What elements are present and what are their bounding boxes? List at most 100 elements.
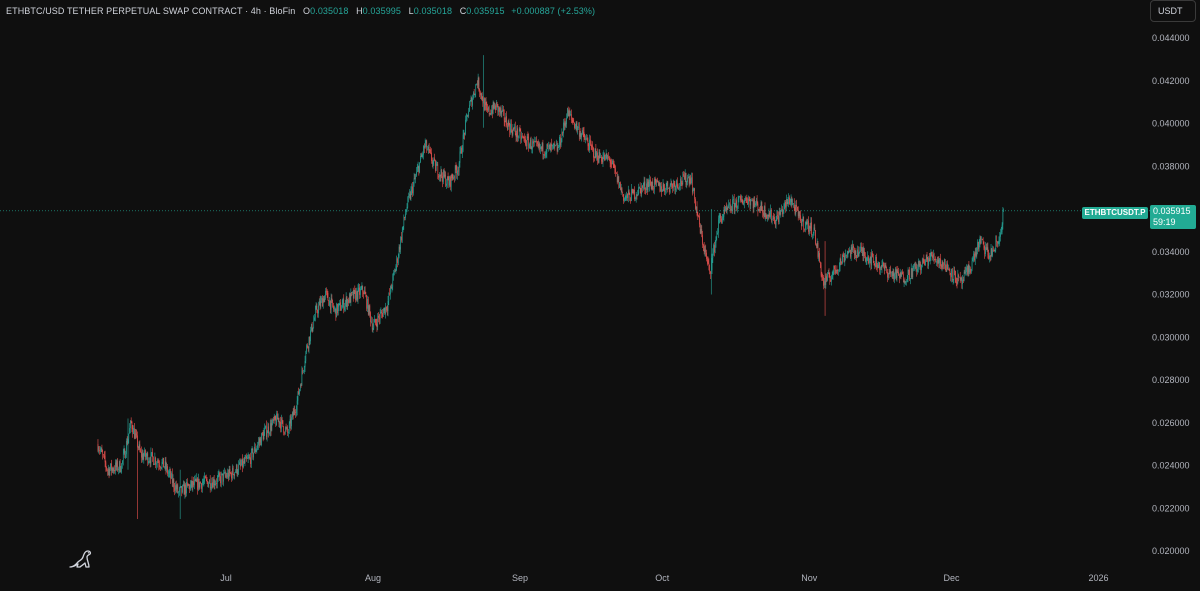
candle-body	[268, 426, 269, 434]
candle-body	[537, 141, 538, 144]
candle-body	[585, 138, 586, 140]
candle-body	[838, 266, 840, 270]
candle-body	[236, 465, 238, 475]
candle-body	[446, 176, 448, 184]
candle-body	[355, 290, 356, 301]
candle-body	[854, 247, 855, 255]
candle-body	[953, 270, 955, 280]
candle-body	[621, 188, 623, 193]
candle-body	[327, 292, 329, 301]
candle-body	[722, 216, 724, 218]
candle-body	[156, 463, 157, 465]
candle-body	[855, 250, 857, 256]
candle-body	[339, 302, 341, 304]
candle-body	[500, 108, 502, 114]
candles-layer	[97, 55, 1004, 519]
candle-body	[667, 181, 669, 189]
candle-body	[782, 208, 783, 215]
candle-body	[838, 269, 839, 271]
candle-body	[950, 273, 952, 278]
dinosaur-icon[interactable]	[68, 548, 94, 570]
candle-body	[969, 268, 970, 273]
candle-body	[566, 117, 567, 125]
candle-body	[633, 189, 635, 194]
candle-body	[227, 472, 228, 478]
candle-body	[336, 303, 337, 318]
candle-body	[760, 202, 762, 211]
candle-body	[400, 236, 401, 250]
candle-body	[704, 249, 706, 253]
candle-body	[673, 183, 674, 189]
candle-body	[727, 207, 729, 209]
candle-body	[975, 252, 977, 256]
candle-body	[371, 321, 372, 323]
candle-body	[740, 199, 742, 201]
candle-body	[930, 252, 932, 257]
candle-body	[740, 196, 741, 201]
candle-body	[928, 258, 929, 266]
candle-body	[391, 287, 393, 289]
candle-body	[577, 127, 578, 131]
candle-body	[299, 385, 301, 390]
candle-body	[505, 116, 507, 122]
candle-body	[522, 136, 523, 137]
candle-body	[154, 457, 156, 465]
candle-body	[470, 97, 472, 102]
candle-body	[386, 310, 388, 311]
candle-body	[333, 308, 335, 310]
candle-body	[107, 468, 109, 471]
candle-body	[209, 479, 210, 484]
candle-body	[267, 426, 269, 434]
symbol-title[interactable]: ETHBTC/USD TETHER PERPETUAL SWAP CONTRAC…	[6, 6, 296, 16]
candle-body	[616, 172, 618, 183]
candle-body	[108, 468, 110, 476]
candle-body	[895, 268, 897, 278]
candle-body	[367, 298, 368, 309]
candle-body	[775, 219, 777, 225]
candle-body	[861, 246, 862, 252]
candle-body	[796, 205, 797, 207]
candle-body	[608, 156, 609, 158]
candle-body	[450, 174, 452, 187]
candle-body	[345, 302, 346, 307]
candle-body	[879, 262, 880, 270]
close-label: C	[459, 6, 467, 16]
candle-body	[572, 120, 574, 123]
candle-body	[759, 210, 761, 211]
candle-body	[569, 110, 571, 115]
candle-body	[999, 236, 1001, 242]
candle-body	[137, 435, 138, 448]
candle-body	[918, 261, 919, 269]
candle-body	[176, 485, 178, 490]
candle-body	[906, 279, 908, 282]
candle-body	[443, 170, 445, 177]
candle-body	[397, 256, 399, 263]
candle-body	[540, 146, 541, 150]
candle-body	[685, 172, 687, 185]
candle-body	[331, 298, 333, 301]
candle-body	[252, 449, 254, 458]
candle-body	[653, 188, 654, 190]
candle-body	[755, 203, 756, 206]
candle-body	[995, 240, 997, 251]
candle-body	[887, 271, 888, 278]
candle-body	[869, 260, 870, 264]
candle-body	[324, 295, 326, 302]
candle-body	[193, 481, 194, 486]
candle-body	[329, 300, 330, 306]
currency-button[interactable]: USDT	[1150, 0, 1196, 22]
candle-body	[459, 151, 461, 163]
candle-body	[956, 282, 958, 284]
candle-body	[803, 216, 805, 229]
candle-body	[212, 482, 213, 488]
candle-body	[926, 254, 928, 260]
candle-body	[933, 254, 934, 258]
candle-body	[214, 484, 216, 486]
candle-body	[281, 418, 282, 429]
candle-body	[528, 137, 529, 149]
candle-body	[843, 255, 845, 262]
candle-body	[710, 271, 711, 274]
candle-body	[170, 471, 171, 479]
